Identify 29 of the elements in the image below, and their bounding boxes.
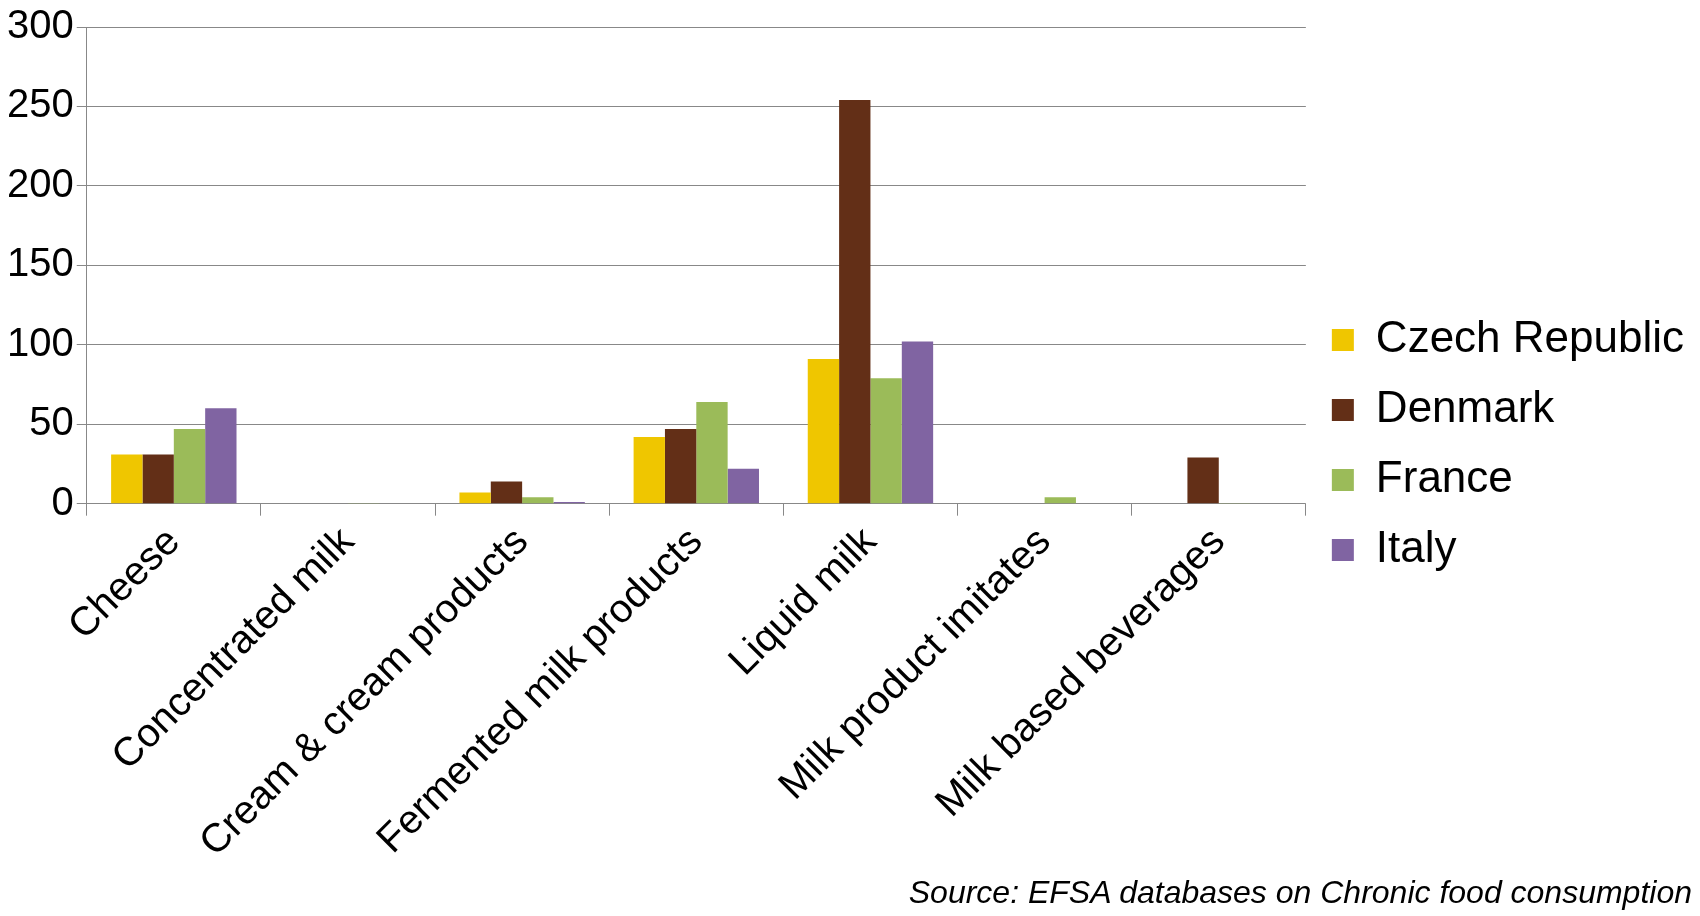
y-tick-label: 100	[6, 319, 74, 364]
legend-label: France	[1375, 452, 1513, 502]
bar	[901, 341, 934, 504]
bar	[633, 436, 665, 504]
bar	[142, 454, 174, 504]
bar	[870, 378, 902, 504]
bar	[1187, 457, 1219, 504]
legend-label: Italy	[1375, 522, 1457, 572]
bar	[111, 454, 143, 504]
y-tick-label: 200	[6, 160, 74, 205]
bar	[664, 429, 697, 504]
y-tick-label: 300	[6, 2, 74, 47]
bar	[522, 497, 554, 504]
y-tick-label: 250	[6, 81, 74, 126]
bar	[727, 468, 759, 504]
bar	[807, 359, 840, 504]
y-tick-label: 150	[6, 240, 74, 285]
bar	[490, 481, 523, 504]
bar	[1044, 497, 1076, 504]
y-tick-label: 50	[29, 399, 74, 444]
y-tick-label: 0	[51, 478, 74, 523]
bar	[839, 100, 871, 504]
bar	[459, 492, 491, 504]
legend-label: Czech Republic	[1375, 312, 1685, 362]
bar	[205, 408, 237, 504]
bar	[696, 401, 728, 504]
bar	[173, 429, 206, 504]
source-note: Source: EFSA databases on Chronic food consumption	[908, 874, 1692, 911]
legend-label: Denmark	[1375, 382, 1556, 432]
